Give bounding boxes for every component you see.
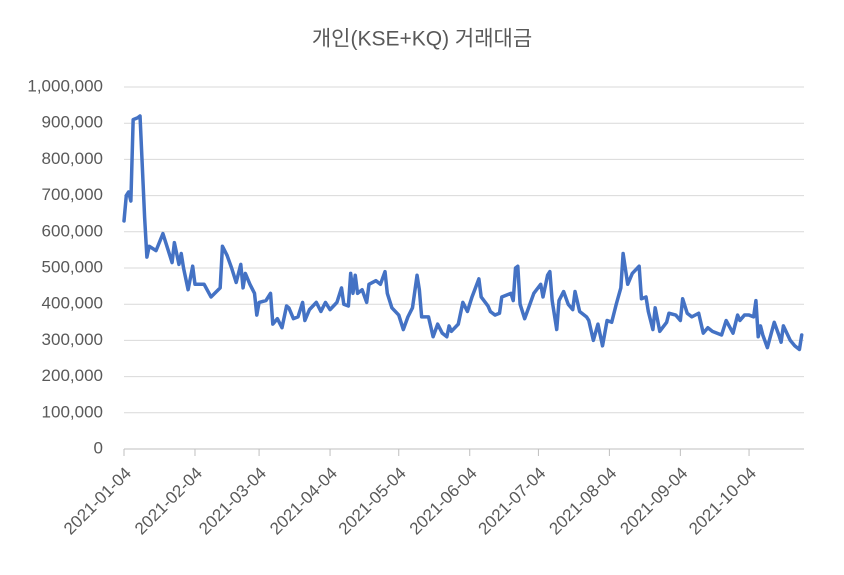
y-tick-label: 100,000 (42, 402, 103, 421)
x-tick-label: 2021-04-04 (266, 464, 341, 539)
x-tick-label: 2021-07-04 (474, 464, 549, 539)
x-tick-label: 2021-10-04 (685, 464, 760, 539)
y-tick-label: 300,000 (42, 330, 103, 349)
y-tick-label: 600,000 (42, 221, 103, 240)
x-tick-label: 2021-01-04 (60, 464, 135, 539)
x-tick-label: 2021-05-04 (335, 464, 410, 539)
y-tick-label: 700,000 (42, 185, 103, 204)
x-tick-label: 2021-09-04 (616, 464, 691, 539)
y-tick-label: 900,000 (42, 113, 103, 132)
y-tick-label: 500,000 (42, 257, 103, 276)
y-tick-label: 200,000 (42, 366, 103, 385)
x-tick-label: 2021-02-04 (131, 464, 206, 539)
y-tick-label: 800,000 (42, 149, 103, 168)
x-tick-label: 2021-06-04 (406, 464, 481, 539)
y-tick-label: 1,000,000 (27, 76, 103, 95)
x-tick-label: 2021-03-04 (195, 464, 270, 539)
x-tick-label: 2021-08-04 (545, 464, 620, 539)
chart-title: 개인(KSE+KQ) 거래대금 (312, 28, 532, 51)
y-tick-label: 400,000 (42, 294, 103, 313)
y-tick-label: 0 (94, 438, 103, 457)
line (122, 114, 804, 352)
